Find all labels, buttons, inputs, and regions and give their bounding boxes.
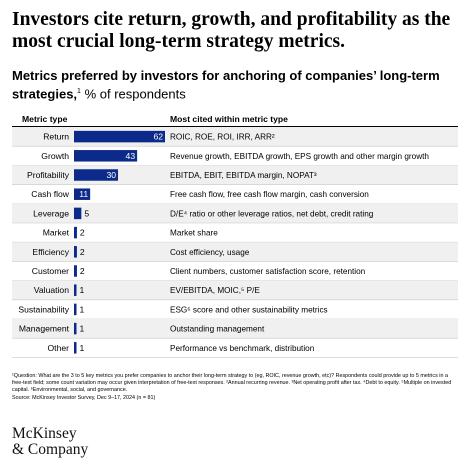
- value-label: 2: [80, 247, 85, 257]
- mckinsey-logo: McKinsey & Company: [12, 426, 88, 458]
- description-label: ESG⁶ score and other sustainability metr…: [170, 305, 328, 314]
- value-label: 2: [80, 228, 85, 238]
- bar: [74, 188, 91, 200]
- description-label: Client numbers, customer satisfaction sc…: [170, 267, 366, 276]
- category-label: Return: [43, 132, 69, 142]
- category-label: Market: [43, 228, 70, 238]
- bar: [74, 246, 77, 258]
- footnote-question: ¹Question: What are the 3 to 5 key metri…: [12, 373, 452, 394]
- bar: [74, 130, 165, 143]
- row-shading: [12, 319, 458, 339]
- bar: [74, 226, 77, 239]
- row-shading: [12, 280, 458, 300]
- subtitle-footnote-mark: 1: [77, 88, 81, 95]
- value-label: 1: [80, 324, 85, 334]
- row-shading: [12, 203, 458, 223]
- value-label: 2: [80, 266, 85, 276]
- logo-line-1: McKinsey: [12, 425, 77, 442]
- chart-subtitle: Metrics preferred by investors for ancho…: [12, 68, 457, 102]
- bar: [74, 342, 77, 354]
- category-label: Valuation: [34, 285, 69, 295]
- header-rule: [12, 126, 458, 127]
- value-label: 11: [79, 189, 88, 199]
- value-label: 1: [80, 343, 85, 353]
- description-label: Cost efficiency, usage: [170, 248, 250, 257]
- value-label: 62: [153, 132, 163, 142]
- description-label: Free cash flow, free cash flow margin, c…: [170, 190, 369, 199]
- bar: [74, 284, 77, 296]
- category-label: Profitability: [27, 170, 70, 180]
- value-label: 30: [106, 170, 116, 180]
- description-label: EV/EBITDA, MOIC,⁵ P/E: [170, 286, 260, 295]
- bar: [74, 207, 82, 220]
- description-label: ROIC, ROE, ROI, IRR, ARR²: [170, 133, 275, 142]
- logo-line-2: & Company: [12, 441, 89, 458]
- description-label: Market share: [170, 229, 218, 238]
- category-label: Cash flow: [31, 189, 70, 199]
- headline: Investors cite return, growth, and profi…: [12, 9, 451, 52]
- footnote-source: Source: McKinsey Investor Survey, Dec 9–…: [12, 394, 156, 401]
- category-label: Leverage: [33, 208, 69, 218]
- subtitle-text: Metrics preferred by investors for ancho…: [12, 68, 440, 102]
- bar: [74, 303, 77, 316]
- category-label: Growth: [41, 151, 69, 161]
- subtitle-unit: % of respondents: [80, 86, 186, 102]
- value-label: 5: [84, 208, 89, 218]
- value-label: 43: [126, 151, 136, 161]
- bar: [74, 322, 77, 335]
- category-label: Management: [19, 324, 70, 334]
- description-label: D/E⁴ ratio or other leverage ratios, net…: [170, 209, 374, 218]
- bar: [74, 150, 138, 162]
- category-label: Customer: [32, 266, 69, 276]
- description-label: EBITDA, EBIT, EBITDA margin, NOPAT³: [170, 171, 317, 180]
- description-label: Revenue growth, EBITDA growth, EPS growt…: [170, 152, 429, 161]
- description-label: Outstanding management: [170, 325, 265, 334]
- value-label: 1: [80, 285, 85, 295]
- row-shading: [12, 165, 458, 185]
- footnotes: ¹Question: What are the 3 to 5 key metri…: [12, 373, 460, 402]
- column-header-metric-type: Metric type: [22, 114, 68, 124]
- category-label: Other: [48, 343, 70, 353]
- category-label: Efficiency: [32, 247, 69, 257]
- bar: [74, 265, 77, 277]
- value-label: 1: [80, 304, 85, 314]
- bar: [74, 169, 119, 181]
- description-label: Performance vs benchmark, distribution: [170, 344, 315, 353]
- column-header-most-cited: Most cited within metric type: [170, 114, 288, 124]
- row-shading: [12, 242, 458, 262]
- category-label: Sustainability: [18, 304, 69, 314]
